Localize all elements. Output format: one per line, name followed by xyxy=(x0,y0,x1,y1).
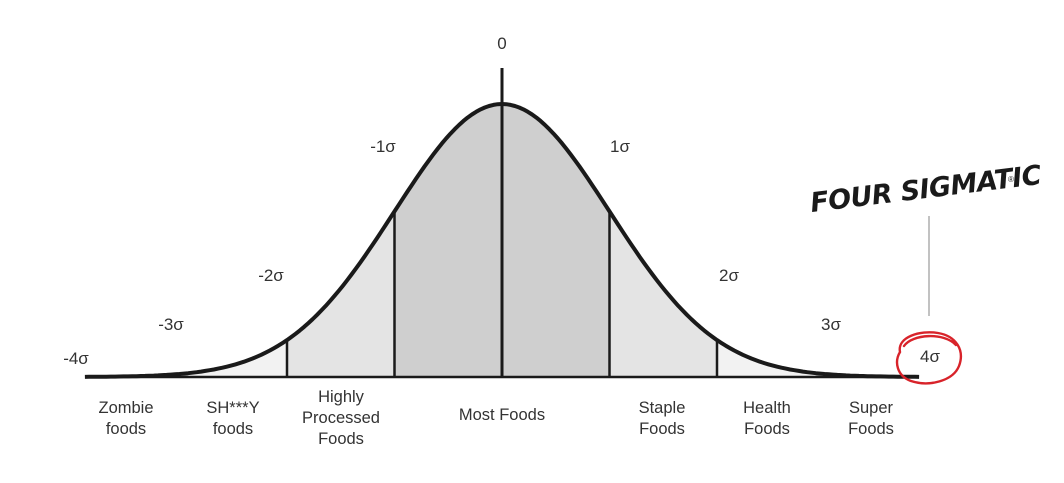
category-labels: Zombie foods SH***Y foods Highly Processed Foo… xyxy=(98,388,893,448)
sigma-label: 1σ xyxy=(610,137,630,156)
sigma-label: -3σ xyxy=(158,315,184,334)
band-6 xyxy=(717,340,825,377)
band-4 xyxy=(502,104,610,377)
category-label: Health Foods xyxy=(743,399,791,438)
band-3 xyxy=(394,104,502,377)
sigma-label: 4σ xyxy=(920,347,940,366)
sigma-label: -1σ xyxy=(370,137,396,156)
sigma-label: -4σ xyxy=(63,349,89,368)
brand-logo: FOUR SIGMATIC ® xyxy=(809,160,1044,219)
sigma-dividers xyxy=(178,104,826,377)
sigma-label: 2σ xyxy=(719,266,739,285)
sigma-label: -2σ xyxy=(258,266,284,285)
category-label: Super Foods xyxy=(848,399,894,438)
category-label: Most Foods xyxy=(459,406,545,424)
category-label: SH***Y foods xyxy=(206,399,259,438)
sigma-label: 3σ xyxy=(821,315,841,334)
band-1 xyxy=(179,340,287,377)
highlight-circle xyxy=(895,331,962,385)
category-label: Highly Processed Foods xyxy=(302,388,380,448)
registered-mark: ® xyxy=(1008,175,1014,184)
category-label: Staple Foods xyxy=(639,399,686,438)
sigma-label: 0 xyxy=(497,34,506,53)
sigma-labels: -4σ -3σ -2σ -1σ 0 1σ 2σ 3σ 4σ xyxy=(63,34,940,368)
category-label: Zombie foods xyxy=(98,399,153,438)
brand-name: FOUR SIGMATIC xyxy=(809,160,1044,219)
